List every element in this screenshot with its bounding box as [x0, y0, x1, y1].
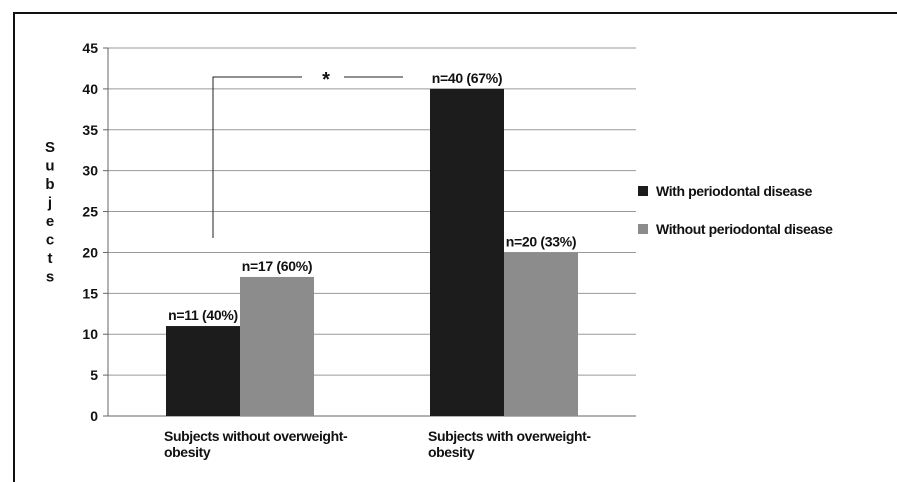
legend: With periodontal disease Without periodon… — [638, 183, 834, 237]
y-axis-label-letter: b — [45, 176, 54, 193]
y-tick-labels: 0 5 10 15 20 25 30 35 40 45 — [82, 40, 98, 424]
bar-data-label: n=11 (40%) — [168, 307, 238, 323]
bars — [166, 88, 578, 416]
bar-data-label: n=17 (60%) — [242, 258, 313, 274]
y-tick-label-35: 35 — [82, 122, 98, 138]
y-axis-label-letter: j — [47, 195, 52, 212]
bar-data-label: n=20 (33%) — [506, 233, 577, 249]
frame-border-left — [13, 12, 15, 482]
y-tick-label-30: 30 — [82, 163, 98, 179]
significance-bracket: * — [212, 69, 403, 238]
bar-data-labels: n=11 (40%) n=17 (60%) n=40 (67%) n=20 (33%) — [168, 70, 576, 323]
y-tick-label-0: 0 — [90, 408, 98, 424]
x-category-labels: Subjects without overweight-obesitySubje… — [164, 428, 592, 460]
legend-swatch-without — [638, 224, 648, 234]
bar-with-cat1 — [166, 326, 240, 416]
x-category-label-line: obesity — [428, 444, 475, 460]
bracket-left-line — [212, 76, 302, 238]
y-axis-label: Subjects — [45, 139, 55, 286]
bar-data-label: n=40 (67%) — [432, 70, 503, 86]
significance-asterisk: * — [322, 69, 330, 91]
y-axis-label-letter: s — [46, 269, 54, 286]
frame-border-top — [13, 12, 897, 14]
legend-label-with: With periodontal disease — [656, 183, 813, 199]
y-tick-label-45: 45 — [82, 40, 98, 56]
y-axis-label-letter: c — [46, 232, 54, 249]
y-tick-label-10: 10 — [82, 326, 98, 342]
x-category-label-line: Subjects with overweight- — [428, 428, 591, 444]
y-tick-label-20: 20 — [82, 244, 98, 260]
y-axis-label-letter: S — [45, 139, 55, 156]
legend-swatch-with — [638, 186, 648, 196]
x-category-label-line: Subjects without overweight- — [164, 428, 348, 444]
legend-label-without: Without periodontal disease — [656, 221, 833, 237]
y-axis-label-letter: t — [48, 250, 53, 267]
y-axis-label-letter: u — [45, 158, 54, 175]
y-tick-label-25: 25 — [82, 204, 98, 220]
y-tick-label-5: 5 — [90, 367, 98, 383]
y-tick-label-15: 15 — [82, 285, 98, 301]
bar-without-cat2 — [504, 252, 578, 416]
y-tick-label-40: 40 — [82, 81, 98, 97]
y-axis-label-letter: e — [46, 213, 54, 230]
bar-without-cat1 — [240, 276, 314, 416]
x-category-label-line: obesity — [164, 444, 211, 460]
bar-with-cat2 — [430, 88, 504, 416]
